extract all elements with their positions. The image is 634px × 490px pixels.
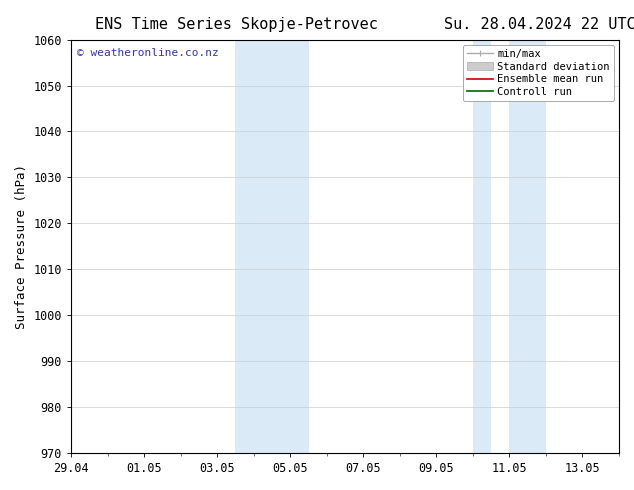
Bar (235, 40, 309, 453)
Legend: min/max, Standard deviation, Ensemble mean run, Controll run: min/max, Standard deviation, Ensemble me… (463, 45, 614, 101)
Text: ENS Time Series Skopje-Petrovec: ENS Time Series Skopje-Petrovec (95, 17, 378, 32)
Y-axis label: Surface Pressure (hPa): Surface Pressure (hPa) (15, 164, 28, 329)
Text: © weatheronline.co.nz: © weatheronline.co.nz (77, 48, 218, 58)
Bar (473, 40, 491, 453)
Bar (509, 40, 546, 453)
Text: Su. 28.04.2024 22 UTC: Su. 28.04.2024 22 UTC (444, 17, 634, 32)
